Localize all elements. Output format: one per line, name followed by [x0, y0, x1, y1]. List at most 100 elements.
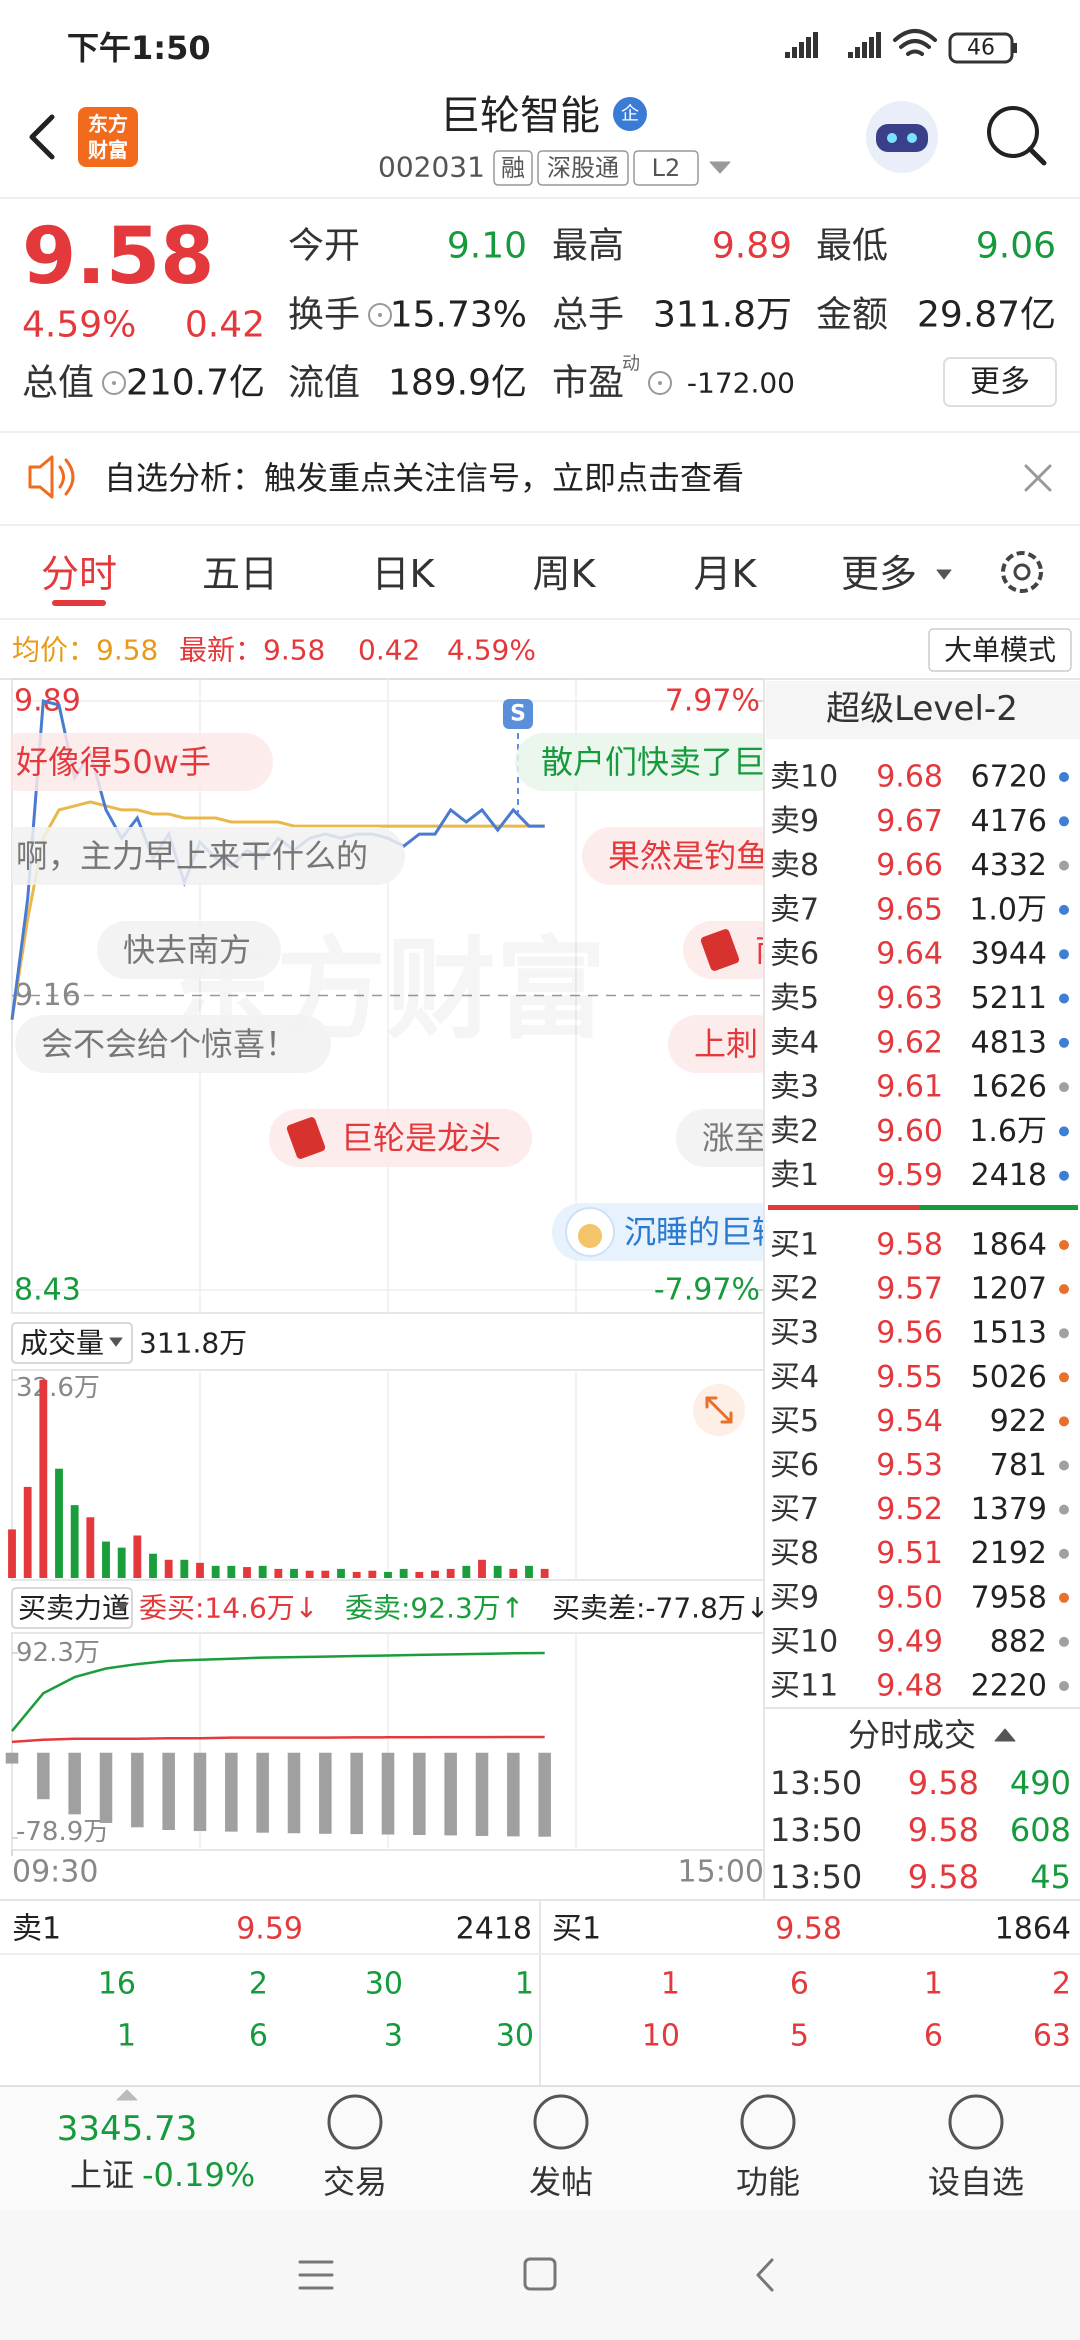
volume-bar [290, 1568, 298, 1578]
nav-item[interactable]: 发帖 [529, 2163, 593, 2201]
nav-caret [116, 2089, 138, 2101]
trade-price: 9.58 [908, 1764, 979, 1802]
volume-bar [509, 1568, 518, 1578]
book-volume: 6720 [971, 760, 1047, 795]
notice-text[interactable]: 自选分析：触发重点关注信号，立即点击查看 [104, 459, 744, 497]
robot-eye [907, 133, 917, 143]
nav-item[interactable]: 交易 [323, 2163, 387, 2201]
tab[interactable]: 日K [372, 552, 436, 596]
book-volume: 2192 [971, 1536, 1047, 1571]
stat-label: 今开 [288, 226, 360, 267]
stat-value: 9.06 [976, 226, 1056, 267]
chart-title-box[interactable] [11, 1322, 133, 1364]
back-button[interactable] [29, 114, 55, 160]
danmaku-bubble [15, 1015, 331, 1073]
order-line [11, 1651, 545, 1732]
book-price: 9.51 [876, 1536, 943, 1571]
diff-bar [287, 1752, 301, 1834]
home-button[interactable] [523, 2257, 557, 2291]
book-label: 买2 [770, 1272, 819, 1307]
diff-bar [225, 1752, 238, 1832]
table-cell: 10 [642, 2019, 680, 2054]
mode-button[interactable] [928, 628, 1072, 672]
book-flag [1059, 860, 1069, 871]
book-price: 9.62 [876, 1025, 943, 1060]
volume-bar [368, 1570, 377, 1578]
stat-label: 总手 [552, 295, 624, 336]
book-flag [1059, 1416, 1069, 1427]
diff-bar [507, 1752, 520, 1837]
book-volume: 1513 [971, 1316, 1047, 1351]
system-back-button[interactable] [756, 2258, 774, 2292]
signal-marker [503, 699, 533, 729]
y-tick-label: -78.9万 [16, 1817, 109, 1847]
tab[interactable]: 更多 [841, 552, 917, 596]
status-time: 下午1:50 [67, 29, 211, 67]
signal-bar [792, 47, 797, 58]
book-label: 卖6 [770, 937, 819, 972]
tab[interactable]: 周K [533, 552, 597, 596]
book-price: 9.57 [876, 1272, 943, 1307]
danmaku-text: 散户们快卖了巨 [541, 743, 765, 781]
trades-title: 分时成交 [848, 1716, 976, 1754]
book-flag [1059, 1460, 1069, 1471]
book-price: 9.66 [876, 848, 943, 883]
volume-bar [446, 1568, 455, 1578]
settings-button[interactable] [1001, 551, 1043, 593]
trade-time: 13:50 [770, 1858, 862, 1896]
volume-bar [102, 1541, 110, 1578]
volume-bar [305, 1570, 314, 1578]
tab[interactable]: 分时 [41, 552, 117, 596]
tab[interactable]: 五日 [202, 552, 278, 596]
chart-title-box[interactable] [11, 1587, 133, 1629]
volume-bar [180, 1559, 189, 1578]
volume-bar [384, 1571, 392, 1578]
search-button[interactable] [987, 106, 1039, 158]
dropdown-caret [709, 161, 731, 174]
book-label: 买10 [770, 1624, 838, 1659]
book-price: 9.61 [876, 1070, 943, 1105]
diff-bar [162, 1752, 175, 1831]
table-cell: 1 [515, 1967, 534, 2002]
book-price: 9.63 [876, 981, 943, 1016]
nav-item[interactable]: 功能 [736, 2163, 800, 2201]
index-name: 上证 [70, 2156, 134, 2194]
index-value[interactable]: 3345.73 [57, 2109, 198, 2149]
menu-button[interactable] [298, 2260, 334, 2290]
book-flag [1059, 1240, 1069, 1250]
nav-item[interactable]: 设自选 [928, 2163, 1024, 2201]
book-volume: 1.0万 [969, 892, 1047, 927]
signal-bar [806, 37, 811, 58]
book-flag [1059, 1170, 1069, 1181]
nav-icon [948, 2094, 1004, 2150]
volume-bar [399, 1568, 408, 1578]
y-tick-label: 92.3万 [16, 1638, 100, 1668]
stat-label: 换手 [288, 295, 360, 336]
chart-subtitle: 311.8万 [139, 1327, 247, 1360]
diff-bar [99, 1752, 113, 1823]
avg-value: 9.58 [96, 634, 158, 667]
volume-bar [525, 1565, 533, 1578]
book-flag [1059, 1284, 1069, 1295]
table-head: 9.59 [236, 1912, 303, 1947]
table-cell: 1 [117, 2019, 136, 2054]
danmaku-layer: 东方财富好像得50w手散户们快卖了巨啊，主力早上来干什么的果然是钓鱼快去南方南会… [12, 733, 765, 1261]
volume-bar [117, 1547, 126, 1578]
book-label: 买4 [770, 1360, 819, 1395]
stat-label: 最高 [552, 226, 624, 267]
book-flag [1059, 1592, 1069, 1603]
badge-text: 企 [621, 104, 639, 125]
y2-tick-label: 7.97% [665, 684, 760, 719]
stat-value: -172.00 [687, 367, 795, 400]
avg-label: 均价： [12, 634, 96, 667]
more-button[interactable] [943, 357, 1057, 407]
trade-volume: 45 [1030, 1858, 1071, 1896]
close-button[interactable] [1024, 464, 1052, 492]
table-cell: 6 [924, 2019, 943, 2054]
tab[interactable]: 月K [694, 552, 758, 596]
diff-bar [256, 1752, 269, 1833]
book-volume: 7958 [971, 1580, 1047, 1615]
stat-value: 311.8万 [653, 295, 792, 336]
volume-bar [431, 1570, 439, 1578]
book-divider-ask [768, 1205, 920, 1210]
